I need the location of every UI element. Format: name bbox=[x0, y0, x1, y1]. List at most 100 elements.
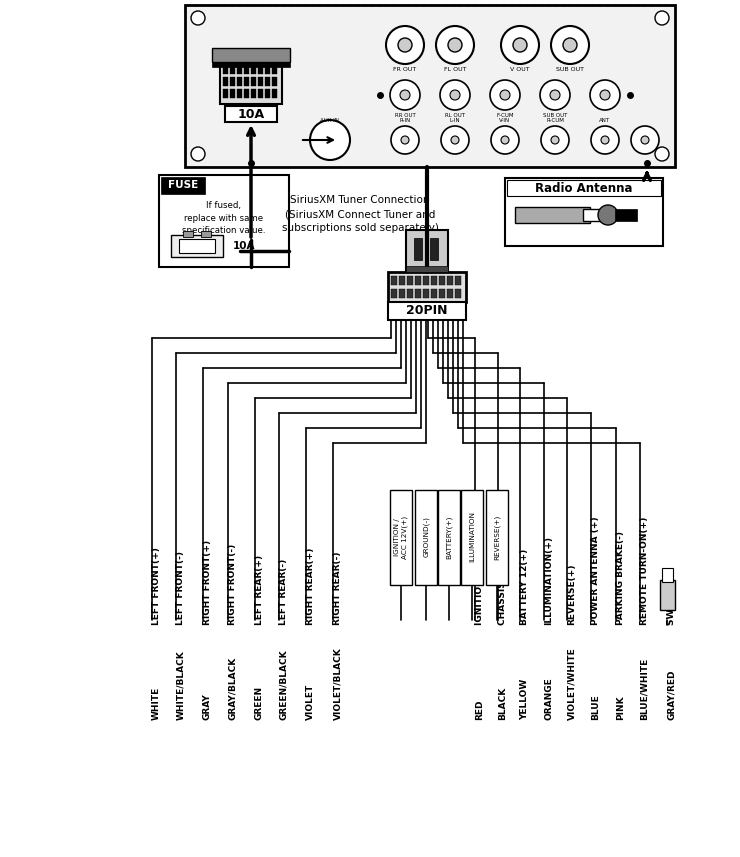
Text: PARKING BRAKE(-): PARKING BRAKE(-) bbox=[616, 531, 625, 625]
Bar bbox=[406, 266, 448, 272]
Text: F-CUM: F-CUM bbox=[497, 113, 514, 118]
Text: PINK: PINK bbox=[616, 695, 625, 720]
Bar bbox=[415, 490, 437, 585]
Text: AUX IN: AUX IN bbox=[320, 118, 340, 123]
Circle shape bbox=[398, 38, 412, 52]
Bar bbox=[447, 276, 453, 285]
Bar bbox=[455, 289, 461, 298]
Circle shape bbox=[600, 90, 610, 100]
Bar bbox=[161, 177, 205, 194]
Text: Radio Antenna: Radio Antenna bbox=[535, 182, 633, 195]
Bar bbox=[159, 175, 289, 267]
Text: GRAY: GRAY bbox=[203, 693, 212, 720]
Bar bbox=[251, 89, 256, 98]
Text: VIOLET/BLACK: VIOLET/BLACK bbox=[333, 647, 342, 720]
Circle shape bbox=[541, 126, 569, 154]
Circle shape bbox=[540, 80, 570, 110]
Bar bbox=[258, 65, 263, 74]
Bar bbox=[415, 289, 421, 298]
Bar bbox=[272, 77, 277, 86]
Text: RL OUT: RL OUT bbox=[445, 113, 465, 118]
Bar bbox=[406, 230, 448, 272]
Bar bbox=[265, 77, 270, 86]
Bar bbox=[223, 89, 228, 98]
Circle shape bbox=[191, 11, 205, 25]
Bar bbox=[237, 65, 242, 74]
Bar bbox=[225, 106, 277, 122]
Circle shape bbox=[450, 90, 460, 100]
Circle shape bbox=[440, 80, 470, 110]
Circle shape bbox=[513, 38, 527, 52]
Text: GRAY/RED: GRAY/RED bbox=[667, 669, 676, 720]
Text: RIGHT REAR(-): RIGHT REAR(-) bbox=[333, 552, 342, 625]
Bar bbox=[251, 65, 256, 74]
Bar bbox=[244, 77, 249, 86]
Bar bbox=[507, 180, 661, 196]
Bar bbox=[272, 65, 277, 74]
Text: WHITE: WHITE bbox=[152, 686, 161, 720]
Circle shape bbox=[501, 136, 509, 144]
Circle shape bbox=[390, 80, 420, 110]
Bar bbox=[447, 289, 453, 298]
Circle shape bbox=[448, 38, 462, 52]
Text: RIGHT FRONT(-): RIGHT FRONT(-) bbox=[228, 543, 237, 625]
Text: GREEN: GREEN bbox=[255, 686, 264, 720]
Bar bbox=[391, 289, 397, 298]
Bar bbox=[662, 568, 673, 582]
Bar bbox=[415, 276, 421, 285]
Bar bbox=[414, 238, 422, 260]
Circle shape bbox=[491, 126, 519, 154]
Text: BATTERY 12(+): BATTERY 12(+) bbox=[520, 548, 529, 625]
Bar bbox=[390, 490, 412, 585]
Text: VIOLET: VIOLET bbox=[306, 684, 315, 720]
Bar bbox=[223, 77, 228, 86]
Bar bbox=[431, 276, 437, 285]
Bar bbox=[407, 289, 413, 298]
Circle shape bbox=[451, 136, 459, 144]
Bar bbox=[171, 235, 223, 257]
Circle shape bbox=[655, 11, 669, 25]
Bar bbox=[251, 77, 256, 86]
Circle shape bbox=[551, 136, 559, 144]
Bar bbox=[399, 276, 405, 285]
Text: LEFT FRONT(+): LEFT FRONT(+) bbox=[152, 547, 161, 625]
Circle shape bbox=[550, 90, 560, 100]
Text: ORANGE: ORANGE bbox=[544, 677, 553, 720]
Text: CHASSIS GROUND(-): CHASSIS GROUND(-) bbox=[498, 522, 507, 625]
Bar bbox=[399, 289, 405, 298]
Bar bbox=[272, 89, 277, 98]
Bar bbox=[407, 276, 413, 285]
Text: ANT: ANT bbox=[599, 118, 610, 123]
Text: 10A: 10A bbox=[238, 107, 265, 121]
Bar bbox=[220, 62, 282, 104]
Text: GREEN/BLACK: GREEN/BLACK bbox=[279, 650, 288, 720]
Bar bbox=[515, 207, 590, 223]
Bar bbox=[439, 289, 445, 298]
Text: FR OUT: FR OUT bbox=[394, 67, 417, 72]
Text: R-CUM: R-CUM bbox=[546, 118, 564, 123]
Circle shape bbox=[501, 26, 539, 64]
Text: BATTERY(+): BATTERY(+) bbox=[445, 515, 452, 559]
Text: REVERSE(+): REVERSE(+) bbox=[494, 514, 500, 560]
Circle shape bbox=[641, 136, 649, 144]
Circle shape bbox=[391, 126, 419, 154]
Circle shape bbox=[316, 126, 344, 154]
Bar bbox=[388, 302, 466, 320]
Text: RIGHT FRONT(+): RIGHT FRONT(+) bbox=[203, 540, 212, 625]
Circle shape bbox=[441, 126, 469, 154]
Text: SWC INPUT: SWC INPUT bbox=[667, 567, 676, 625]
Bar bbox=[455, 276, 461, 285]
Text: LEFT REAR(+): LEFT REAR(+) bbox=[255, 554, 264, 625]
Text: LEFT FRONT(-): LEFT FRONT(-) bbox=[176, 551, 185, 625]
Text: V OUT: V OUT bbox=[510, 67, 530, 72]
Text: If fused,
replace with same
specification value.: If fused, replace with same specificatio… bbox=[182, 201, 266, 235]
Bar bbox=[615, 209, 637, 221]
Text: SUB OUT: SUB OUT bbox=[556, 67, 584, 72]
Bar bbox=[258, 89, 263, 98]
Bar bbox=[237, 77, 242, 86]
Circle shape bbox=[500, 90, 510, 100]
Text: POWER ANTENNA (+): POWER ANTENNA (+) bbox=[591, 517, 600, 625]
Bar bbox=[212, 62, 290, 67]
Text: IGNITION /
ACC 12V(+): IGNITION / ACC 12V(+) bbox=[394, 515, 408, 559]
Circle shape bbox=[326, 136, 334, 144]
